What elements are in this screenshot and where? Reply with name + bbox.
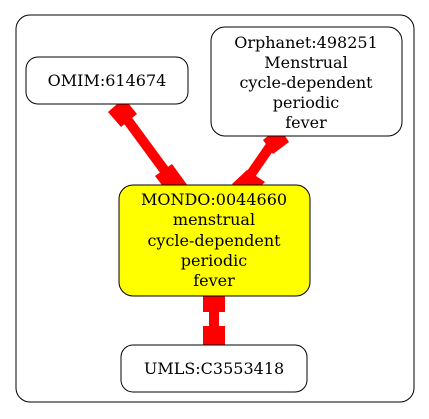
node-omim[interactable]: OMIM:614674 xyxy=(25,56,189,105)
node-orphanet-label-0: Orphanet:498251 xyxy=(234,33,378,52)
node-mondo-label-0: MONDO:0044660 xyxy=(141,190,287,209)
node-umls-label-0: UMLS:C3553418 xyxy=(144,359,284,378)
cluster-frame xyxy=(15,14,415,403)
node-mondo-label-4: fever xyxy=(193,271,235,290)
node-mondo-label-3: periodic xyxy=(181,251,247,270)
node-umls[interactable]: UMLS:C3553418 xyxy=(120,344,308,393)
edge-omim-to-mondo xyxy=(108,98,188,198)
node-mondo-label-1: menstrual xyxy=(173,210,255,229)
node-omim-label-0: OMIM:614674 xyxy=(48,71,167,90)
node-orphanet[interactable]: Orphanet:498251 Menstrual cycle-dependen… xyxy=(210,26,403,137)
node-orphanet-label-4: fever xyxy=(285,113,327,132)
node-mondo[interactable]: MONDO:0044660 menstrual cycle-dependent … xyxy=(118,184,311,297)
edge-mondo-to-umls xyxy=(203,292,225,348)
node-orphanet-label-2: cycle-dependent xyxy=(239,73,373,92)
node-orphanet-label-3: periodic xyxy=(273,93,339,112)
node-mondo-label-2: cycle-dependent xyxy=(147,231,281,250)
node-orphanet-label-1: Menstrual xyxy=(264,53,347,72)
